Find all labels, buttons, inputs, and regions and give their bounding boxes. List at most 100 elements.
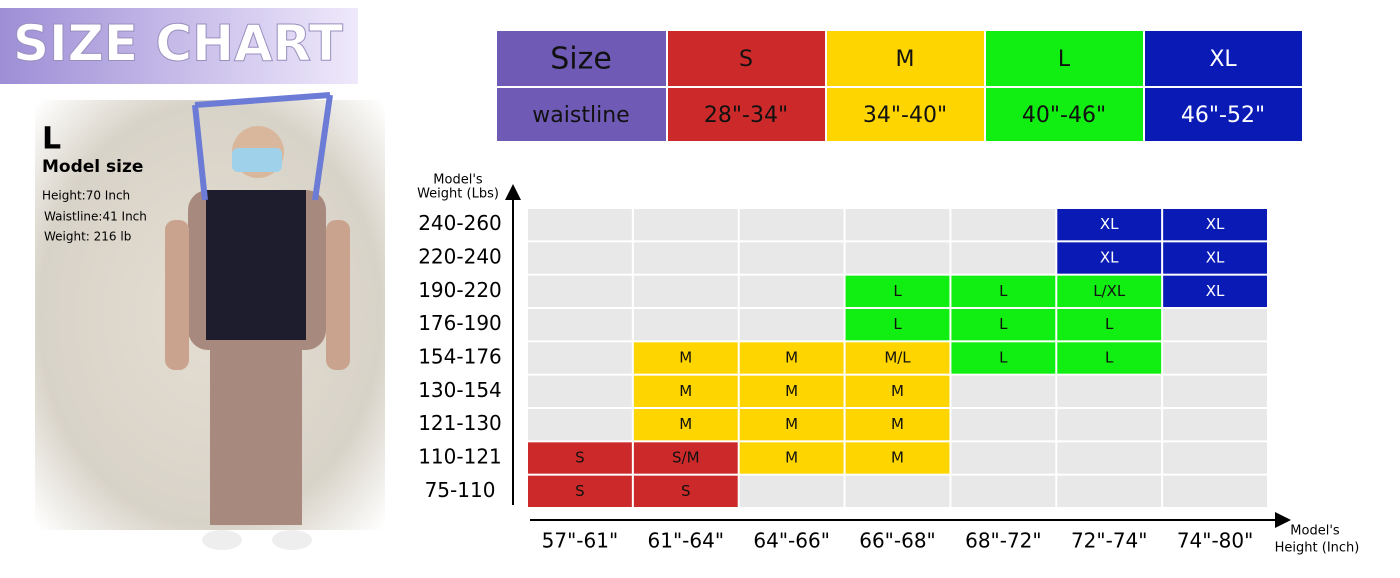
cell-label: M [891,415,904,433]
grid-cell [528,375,632,407]
grid-cell [1057,342,1162,374]
grid-cell [845,342,950,374]
waist-label: 34"-40" [863,103,947,128]
grid-cell [528,409,632,441]
grid-cell [633,209,738,241]
column-label: 72"-74" [1071,529,1148,553]
grid-cell [633,242,738,274]
grid-cell [845,209,950,241]
grid-cell [739,409,844,441]
grid-cell [1163,342,1267,374]
grid-cell [951,209,1056,241]
cell-label: M [891,382,904,400]
grid-cell [1163,242,1267,274]
grid-cell [951,242,1056,274]
grid-cell [739,309,844,341]
y-axis-label: Weight (Lbs) [417,187,499,202]
grid-cell [951,442,1056,474]
grid-cell [1163,309,1267,341]
grid-cell [951,475,1056,507]
row-label: 176-190 [418,311,502,335]
grid-cell [739,442,844,474]
cell-label: L [893,315,902,333]
row-label: 130-154 [418,378,502,402]
grid-cell [845,409,950,441]
x-axis-label: Height (Inch) [1275,541,1360,556]
cell-label: M [785,449,798,467]
column-label: 68"-72" [965,529,1042,553]
grid-cell [633,409,738,441]
grid-cell [1057,209,1162,241]
grid-cell [1163,409,1267,441]
row-label: 121-130 [418,411,502,435]
size-cell [1145,31,1302,86]
cell-label: M [891,449,904,467]
cell-label: L [1105,349,1114,367]
grid-cell [739,375,844,407]
grid-cell [951,309,1056,341]
title: SIZE CHART [13,15,343,73]
row-label: 75-110 [425,478,496,502]
row-label: 154-176 [418,345,502,369]
cell-label: M [679,382,692,400]
grid-cell [528,242,632,274]
cell-label: L [999,315,1008,333]
grid-cell [951,375,1056,407]
grid-cell [528,309,632,341]
size-cell [986,31,1143,86]
grid-cell [1057,442,1162,474]
y-axis-label: Model's [433,173,483,188]
waist-label: 40"-46" [1022,103,1106,128]
cell-label: M [679,415,692,433]
size-cell [668,31,825,86]
grid-cell [1057,375,1162,407]
cell-label: L [999,282,1008,300]
cell-label: L [999,349,1008,367]
grid-cell [1057,242,1162,274]
grid-cell [739,242,844,274]
grid-cell [528,342,632,374]
grid-cell [528,475,632,507]
grid-cell [845,442,950,474]
waist-label: 28"-34" [704,103,788,128]
grid-cell [951,409,1056,441]
grid-cell [1163,209,1267,241]
model-line: Height:70 Inch [42,189,130,203]
model-line: Waistline:41 Inch [44,210,147,224]
grid-cell [845,475,950,507]
grid-cell [845,275,950,307]
size-cell [827,88,984,141]
size-cell [986,88,1143,141]
row-label: 110-121 [418,445,502,469]
column-label: 74"-80" [1177,529,1254,553]
grid-cell [1057,475,1162,507]
model-figure [165,92,350,550]
size-header-cell [497,31,666,86]
cell-label: XL [1100,249,1119,267]
grid-cell [951,342,1056,374]
cell-label: S [575,449,585,467]
cell-label: S/M [672,449,700,467]
size-label: XL [1209,47,1237,72]
column-label: 64"-66" [753,529,830,553]
size-cell [668,88,825,141]
cell-label: M [785,415,798,433]
cell-label: XL [1100,215,1119,233]
size-label: S [739,47,753,72]
model-size-letter: L [42,122,61,157]
x-axis-label: Model's [1290,524,1340,539]
grid-cell [633,309,738,341]
grid-cell [528,442,632,474]
grid-cell [633,475,738,507]
size-label: L [1058,47,1071,72]
cell-label: M [679,349,692,367]
grid-cell [633,342,738,374]
column-label: 61"-64" [648,529,725,553]
cell-label: S [575,482,585,500]
row-label: 220-240 [418,245,502,269]
grid-cell [1163,275,1267,307]
grid-cell [1163,442,1267,474]
cell-label: M/L [884,349,911,367]
cell-label: M [785,382,798,400]
